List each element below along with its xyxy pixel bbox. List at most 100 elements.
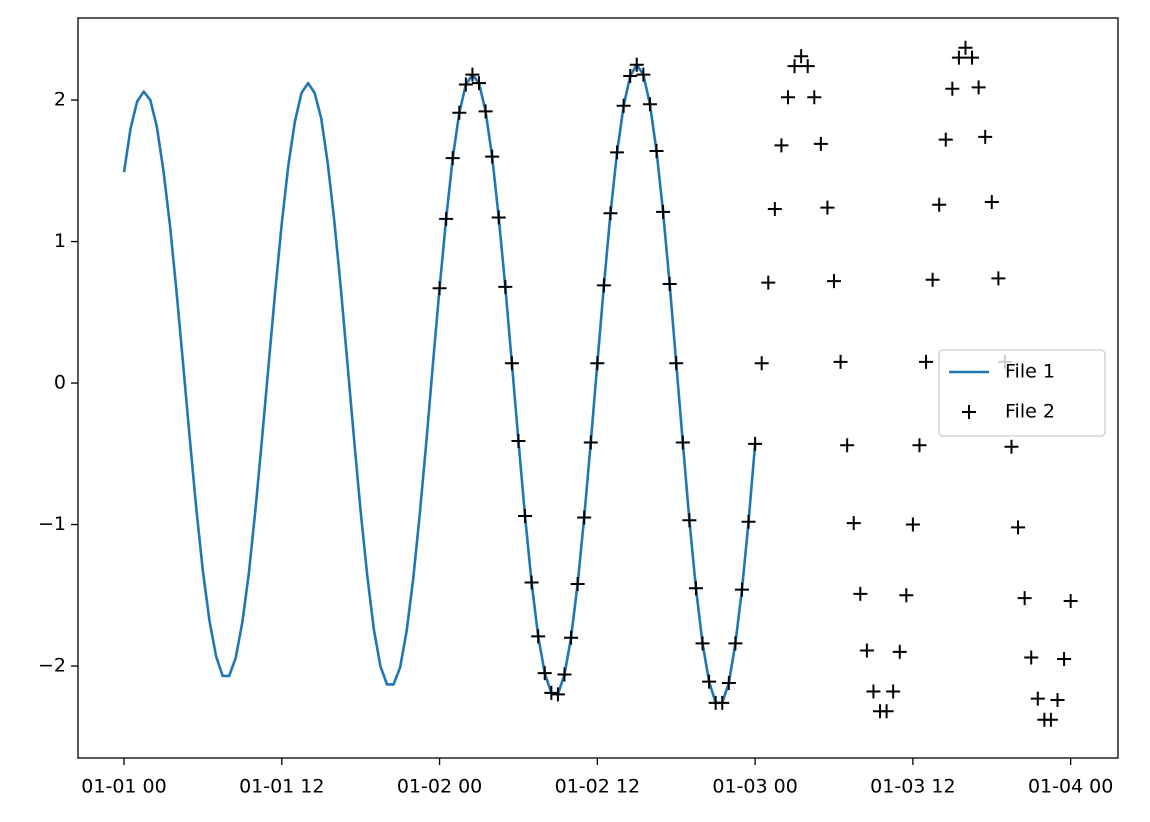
plus-marker — [445, 151, 460, 166]
x-tick-label: 01-01 12 — [239, 776, 324, 798]
plus-marker — [485, 149, 500, 164]
plus-marker — [570, 576, 585, 591]
plus-marker — [932, 197, 947, 212]
plus-marker — [748, 436, 763, 451]
plus-marker — [649, 144, 664, 159]
plus-marker — [827, 274, 842, 289]
plus-marker — [564, 630, 579, 645]
plus-marker — [662, 277, 677, 292]
plus-marker — [478, 104, 493, 119]
plus-marker — [702, 674, 717, 689]
plus-marker — [859, 643, 874, 658]
x-tick-label: 01-03 12 — [870, 776, 955, 798]
plus-marker — [754, 356, 769, 371]
plus-marker — [636, 67, 651, 82]
plus-marker — [965, 50, 980, 65]
plus-marker — [938, 132, 953, 147]
x-tick-label: 01-02 00 — [397, 776, 482, 798]
plus-marker — [1030, 691, 1045, 706]
plus-marker — [1063, 593, 1078, 608]
plus-marker — [978, 129, 993, 144]
x-tick-label: 01-03 00 — [712, 776, 797, 798]
plus-marker — [458, 77, 473, 92]
y-tick-label: 0 — [54, 372, 66, 394]
y-tick-label: −1 — [38, 513, 66, 535]
plus-marker — [780, 90, 795, 105]
plus-marker — [465, 67, 480, 82]
plus-marker — [583, 435, 598, 450]
plus-marker — [610, 145, 625, 160]
plus-marker — [879, 704, 894, 719]
plus-marker — [682, 513, 697, 528]
plus-marker — [807, 90, 822, 105]
plus-marker — [452, 105, 467, 120]
plus-marker — [629, 57, 644, 72]
series-line — [122, 63, 757, 705]
plus-marker — [491, 210, 506, 225]
plus-marker — [721, 676, 736, 691]
plus-marker — [886, 684, 901, 699]
plus-marker — [1043, 712, 1058, 727]
plus-marker — [912, 438, 927, 453]
plus-marker — [951, 50, 966, 65]
plus-marker — [1050, 692, 1065, 707]
x-tick-label: 01-01 00 — [81, 776, 166, 798]
plus-marker — [623, 69, 638, 84]
plus-marker — [991, 271, 1006, 286]
plus-marker — [833, 354, 848, 369]
legend: File 1 File 2 — [938, 349, 1106, 437]
plot-frame — [77, 17, 1119, 759]
plus-marker — [840, 438, 855, 453]
plus-marker — [945, 81, 960, 96]
plus-marker — [616, 98, 631, 113]
plus-marker — [794, 49, 809, 64]
plus-marker — [656, 204, 671, 219]
plus-marker — [767, 202, 782, 217]
plus-marker — [504, 356, 519, 371]
plus-marker — [1024, 650, 1039, 665]
plus-marker — [761, 275, 776, 290]
plus-marker — [669, 356, 684, 371]
x-tick-label: 01-04 00 — [1028, 776, 1113, 798]
plus-marker — [695, 636, 710, 651]
plus-marker — [813, 136, 828, 151]
plus-marker — [577, 510, 592, 525]
plus-marker — [800, 59, 815, 74]
legend-label: File 1 — [1005, 361, 1055, 383]
plus-marker — [971, 80, 986, 95]
y-tick-label: 1 — [54, 230, 66, 252]
plus-marker — [603, 206, 618, 221]
plus-marker — [1017, 591, 1032, 606]
plus-marker — [537, 666, 552, 681]
plus-marker — [984, 194, 999, 209]
plus-marker — [905, 517, 920, 532]
plus-marker — [557, 667, 572, 682]
plus-marker — [596, 278, 611, 293]
plus-marker — [550, 687, 565, 702]
plus-marker — [524, 575, 539, 590]
plus-marker — [715, 695, 730, 710]
plus-marker — [518, 509, 533, 524]
plus-marker — [899, 588, 914, 603]
legend-marker — [962, 405, 976, 419]
plus-marker — [1057, 651, 1072, 666]
y-tick-label: 2 — [54, 89, 66, 111]
plus-marker — [1004, 439, 1019, 454]
plus-marker — [892, 644, 907, 659]
plus-marker — [774, 138, 789, 153]
plus-marker — [531, 629, 546, 644]
plus-marker — [853, 586, 868, 601]
plus-marker — [511, 434, 526, 449]
plus-marker — [544, 685, 559, 700]
plus-marker — [688, 581, 703, 596]
plus-marker — [439, 211, 454, 226]
legend-label: File 2 — [1005, 401, 1055, 423]
plus-marker — [919, 354, 934, 369]
plus-marker — [787, 59, 802, 74]
plus-marker — [728, 636, 743, 651]
plus-marker — [958, 40, 973, 55]
plus-marker — [925, 272, 940, 287]
plus-marker — [675, 435, 690, 450]
plus-marker — [820, 200, 835, 215]
y-tick-label: −2 — [38, 655, 66, 677]
